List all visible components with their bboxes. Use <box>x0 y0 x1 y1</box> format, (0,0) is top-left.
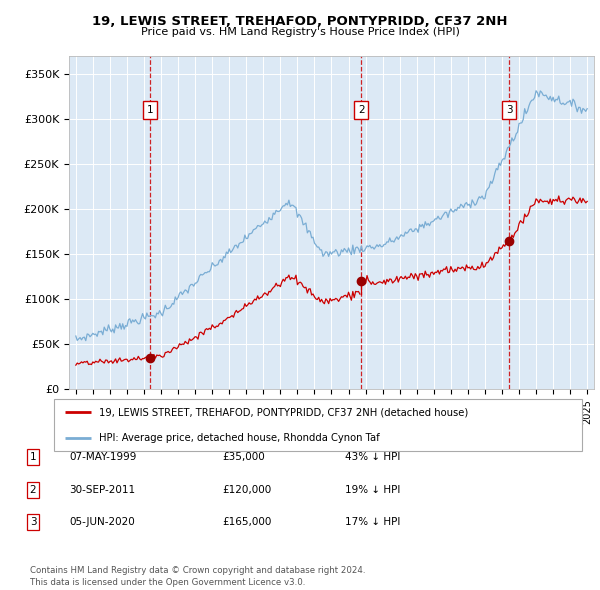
Text: 17% ↓ HPI: 17% ↓ HPI <box>345 517 400 527</box>
Text: 3: 3 <box>29 517 37 527</box>
Text: 30-SEP-2011: 30-SEP-2011 <box>69 485 135 494</box>
Text: 3: 3 <box>506 105 512 115</box>
Text: Price paid vs. HM Land Registry's House Price Index (HPI): Price paid vs. HM Land Registry's House … <box>140 27 460 37</box>
Text: 1: 1 <box>146 105 153 115</box>
Text: 07-MAY-1999: 07-MAY-1999 <box>69 453 136 462</box>
Text: 19, LEWIS STREET, TREHAFOD, PONTYPRIDD, CF37 2NH: 19, LEWIS STREET, TREHAFOD, PONTYPRIDD, … <box>92 15 508 28</box>
Text: 19, LEWIS STREET, TREHAFOD, PONTYPRIDD, CF37 2NH (detached house): 19, LEWIS STREET, TREHAFOD, PONTYPRIDD, … <box>99 408 468 417</box>
Text: 19% ↓ HPI: 19% ↓ HPI <box>345 485 400 494</box>
Text: 2: 2 <box>29 485 37 494</box>
Text: £120,000: £120,000 <box>222 485 271 494</box>
Text: £165,000: £165,000 <box>222 517 271 527</box>
Text: 05-JUN-2020: 05-JUN-2020 <box>69 517 135 527</box>
Text: 2: 2 <box>358 105 365 115</box>
Text: HPI: Average price, detached house, Rhondda Cynon Taf: HPI: Average price, detached house, Rhon… <box>99 434 380 443</box>
Text: 43% ↓ HPI: 43% ↓ HPI <box>345 453 400 462</box>
Text: Contains HM Land Registry data © Crown copyright and database right 2024.
This d: Contains HM Land Registry data © Crown c… <box>30 566 365 587</box>
Text: 1: 1 <box>29 453 37 462</box>
Text: £35,000: £35,000 <box>222 453 265 462</box>
